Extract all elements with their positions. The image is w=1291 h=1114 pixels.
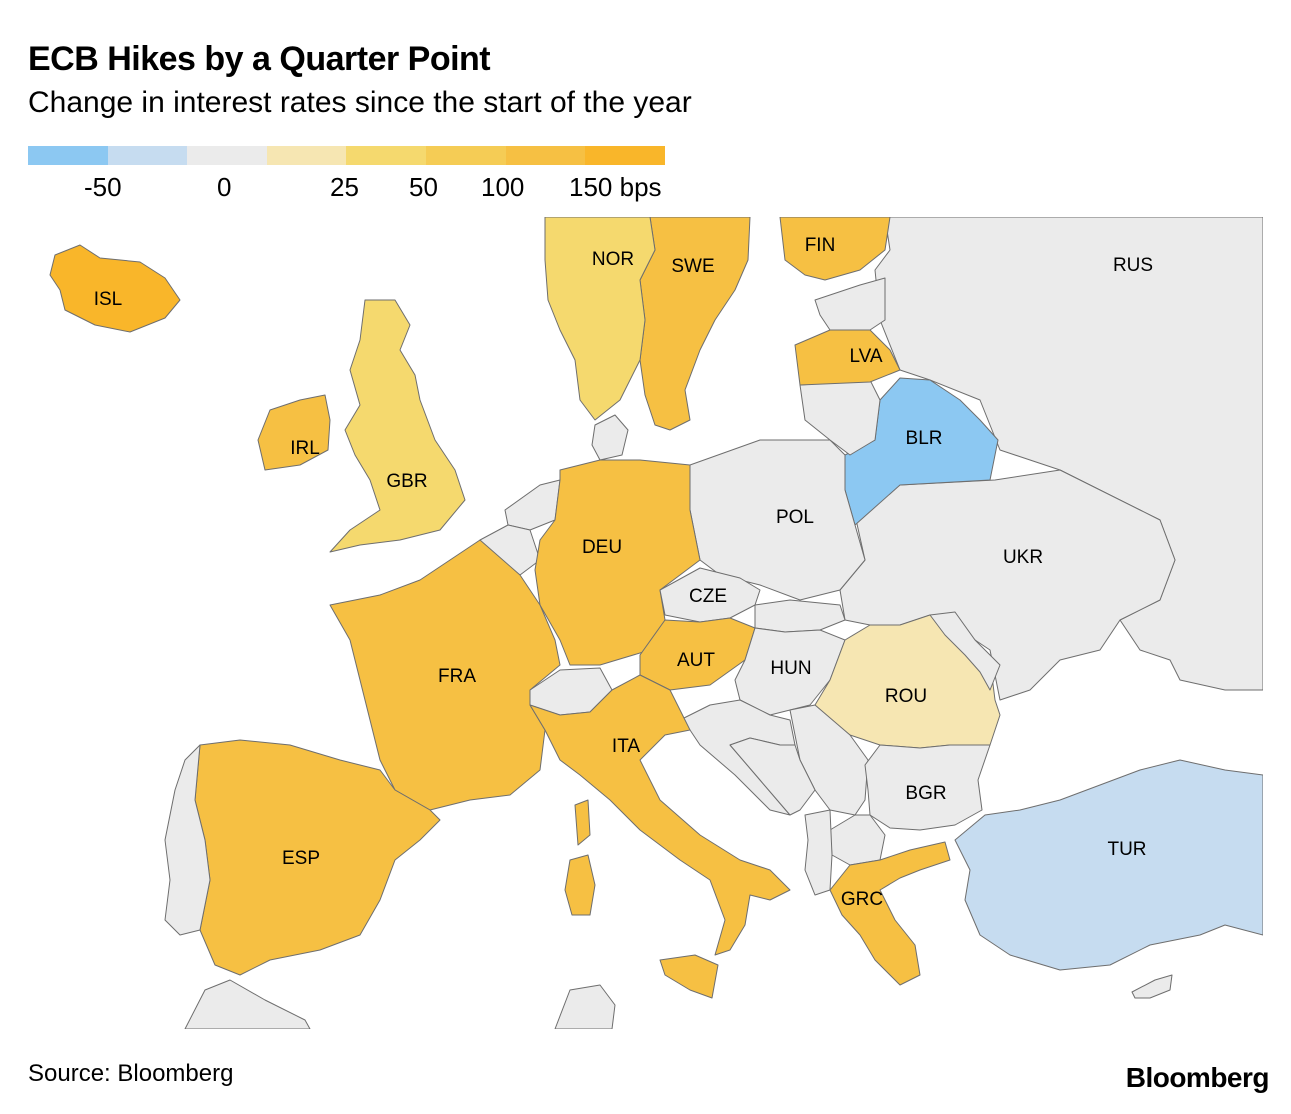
bloomberg-logo: Bloomberg [1125,1062,1270,1093]
label-GRC: GRC [841,889,883,910]
label-RUS: RUS [1113,255,1153,276]
country-ITA-sardinia [564,854,596,916]
label-ROU: ROU [885,686,927,707]
label-SWE: SWE [671,256,714,277]
country-GBR [329,299,466,553]
label-AUT: AUT [677,650,715,671]
label-LVA: LVA [849,346,882,367]
chart-subtitle: Change in interest rates since the start… [28,86,692,119]
legend-swatch [107,146,188,165]
label-NOR: NOR [592,249,634,270]
country-PRT [164,744,211,936]
label-BLR: BLR [906,428,943,449]
country-UKR [839,469,1176,701]
legend-swatch [425,146,506,165]
label-TUR: TUR [1107,839,1146,860]
country-ISL [49,244,181,333]
country-MDA [929,611,1001,691]
legend-color-bar [28,146,665,165]
legend-swatch [187,146,267,165]
label-FRA: FRA [438,666,476,687]
country-SWE [639,217,751,431]
country-LTU [799,379,881,456]
source-note: Source: Bloomberg [28,1060,234,1087]
country-FIN [779,217,891,281]
country-IRL [257,394,331,471]
legend-label-0: 0 [217,172,232,202]
country-BIH [729,737,816,816]
country-CYP [1131,974,1173,999]
country-GRC [829,841,951,986]
country-MAR [184,979,311,1029]
label-FIN: FIN [805,235,836,256]
country-MKD [829,814,886,866]
country-ITA-sicily [659,954,719,999]
legend-label-minus-50: -50 [84,172,122,202]
legend-swatch [28,146,108,165]
country-LVA [794,329,901,386]
country-ITA [529,674,791,956]
legend-swatch [585,146,665,165]
chart-title: ECB Hikes by a Quarter Point [28,40,491,78]
legend-label-25: 25 [330,172,359,202]
label-GBR: GBR [386,471,427,492]
country-DZA [554,984,616,1029]
legend-label-150: 150 bps [569,172,662,202]
label-ISL: ISL [94,289,123,310]
country-EST [814,277,886,331]
label-BGR: BGR [905,783,946,804]
legend-swatch [346,146,426,165]
label-CZE: CZE [689,586,727,607]
label-IRL: IRL [290,438,320,459]
country-ALB [804,809,833,896]
country-NOR [544,217,656,421]
legend-swatch [266,146,347,165]
legend-label-50: 50 [409,172,438,202]
country-FRA-corsica [574,799,591,846]
legend-label-100: 100 [481,172,525,202]
label-HUN: HUN [770,658,811,679]
label-UKR: UKR [1003,547,1043,568]
label-DEU: DEU [582,537,622,558]
legend-swatch [505,146,586,165]
country-POL [689,439,866,601]
country-DNK [591,414,629,461]
label-POL: POL [776,507,814,528]
label-ITA: ITA [612,736,640,757]
country-TUR [954,759,1263,971]
country-SVK [754,599,846,633]
country-NLD [504,479,561,531]
label-ESP: ESP [282,848,320,869]
